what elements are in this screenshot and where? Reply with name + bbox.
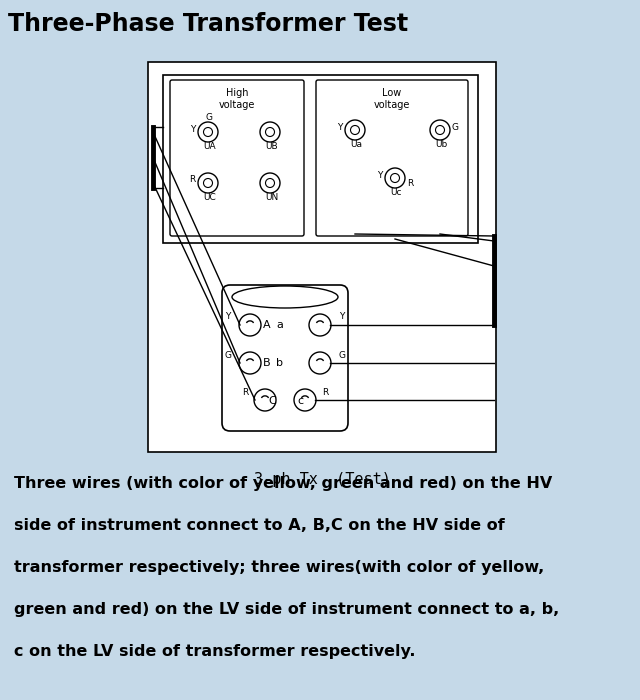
Text: R: R — [189, 176, 195, 185]
Text: green and red) on the LV side of instrument connect to a, b,: green and red) on the LV side of instrum… — [14, 602, 559, 617]
Text: Y: Y — [376, 171, 382, 179]
Text: Y: Y — [337, 122, 342, 132]
Text: R: R — [322, 388, 328, 397]
FancyBboxPatch shape — [170, 80, 304, 236]
Text: UN: UN — [266, 193, 278, 202]
Text: Y: Y — [339, 312, 345, 321]
Text: G: G — [225, 351, 232, 360]
Text: High
voltage: High voltage — [219, 88, 255, 110]
Text: Y: Y — [189, 125, 195, 134]
Text: G: G — [206, 113, 213, 122]
Text: b: b — [276, 358, 283, 368]
Text: 3-ph Tx  (Test): 3-ph Tx (Test) — [253, 472, 390, 487]
Text: C: C — [268, 396, 276, 406]
FancyBboxPatch shape — [316, 80, 468, 236]
Text: Y: Y — [225, 312, 230, 321]
Text: R: R — [242, 388, 248, 397]
Text: Three wires (with color of yellow, green and red) on the HV: Three wires (with color of yellow, green… — [14, 476, 552, 491]
FancyBboxPatch shape — [148, 62, 496, 452]
Text: R: R — [407, 178, 413, 188]
Text: G: G — [452, 122, 459, 132]
Text: a: a — [276, 320, 283, 330]
Text: transformer respectively; three wires(with color of yellow,: transformer respectively; three wires(wi… — [14, 560, 544, 575]
Text: B: B — [263, 358, 271, 368]
Text: Three-Phase Transformer Test: Three-Phase Transformer Test — [8, 12, 408, 36]
Text: G: G — [339, 351, 346, 360]
FancyBboxPatch shape — [163, 75, 478, 243]
Text: UA: UA — [204, 142, 216, 151]
Ellipse shape — [232, 286, 338, 308]
Text: Ub: Ub — [435, 140, 447, 149]
FancyBboxPatch shape — [222, 285, 348, 431]
Text: c on the LV side of transformer respectively.: c on the LV side of transformer respecti… — [14, 644, 415, 659]
Text: UC: UC — [204, 193, 216, 202]
Text: Uc: Uc — [390, 188, 402, 197]
Text: side of instrument connect to A, B,C on the HV side of: side of instrument connect to A, B,C on … — [14, 518, 505, 533]
Text: Ua: Ua — [350, 140, 362, 149]
Text: A: A — [263, 320, 271, 330]
Text: c: c — [297, 396, 303, 406]
Text: Low
voltage: Low voltage — [374, 88, 410, 110]
Text: UB: UB — [266, 142, 278, 151]
